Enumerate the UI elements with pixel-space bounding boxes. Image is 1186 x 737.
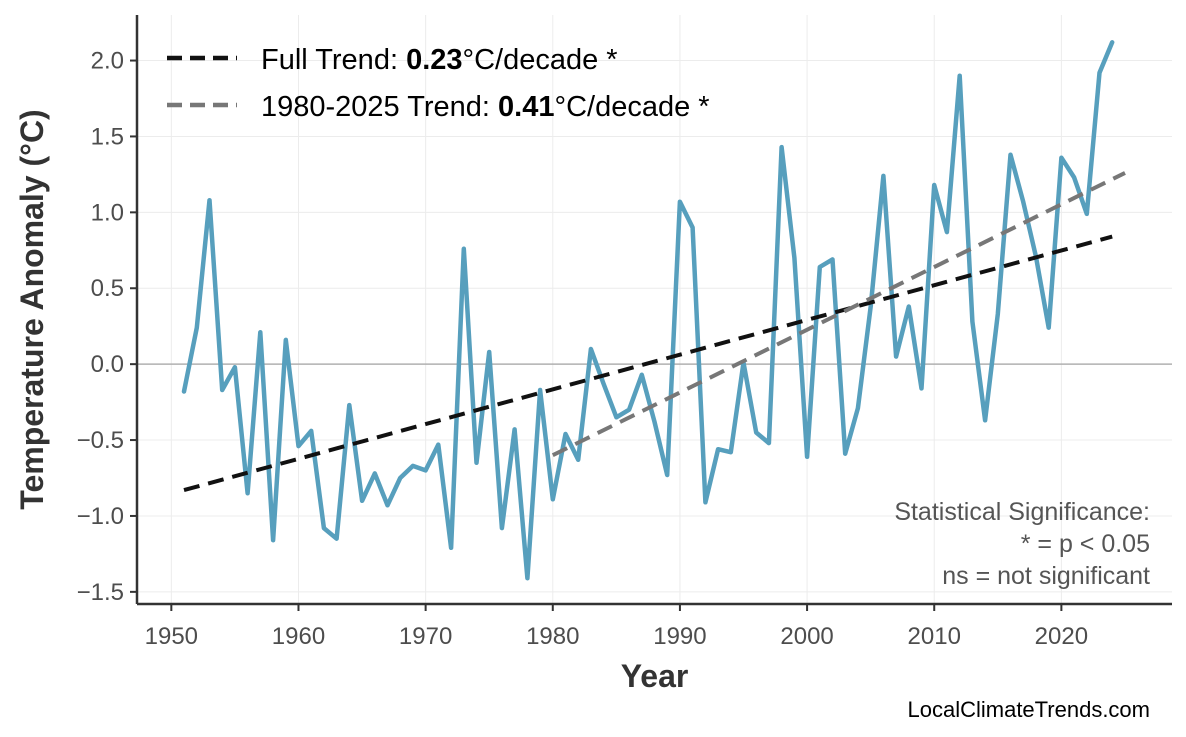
legend-label-prefix: Full Trend: (261, 44, 406, 76)
legend-label-prefix: 1980-2025 Trend: (261, 91, 498, 123)
x-tick-label: 1980 (526, 623, 579, 650)
x-tick-label: 2010 (908, 623, 961, 650)
y-tick-label: −1.5 (77, 579, 124, 606)
x-tick-label: 2020 (1035, 623, 1088, 650)
significance-note: Statistical Significance: * = p < 0.05 ns … (894, 498, 1150, 590)
y-tick-label: −0.5 (77, 427, 124, 454)
y-axis-title: Temperature Anomaly (°C) (14, 109, 50, 509)
x-tick-label: 2000 (780, 623, 833, 650)
y-tick-label: 1.0 (91, 199, 124, 226)
significance-note-line: * = p < 0.05 (1021, 530, 1150, 558)
source-credit: LocalClimateTrends.com (908, 697, 1151, 722)
y-tick-label: 0.0 (91, 351, 124, 378)
x-tick-label: 1970 (399, 623, 452, 650)
x-tick-label: 1960 (272, 623, 325, 650)
x-tick-label: 1990 (653, 623, 706, 650)
legend: Full Trend: 0.23°C/decade *1980-2025 Tre… (167, 44, 710, 123)
x-axis-title: Year (621, 658, 689, 694)
y-tick-label: 2.0 (91, 48, 124, 75)
full-trend-line (183, 234, 1113, 493)
significance-note-line: ns = not significant (942, 562, 1150, 590)
legend-label-full-trend: Full Trend: 0.23°C/decade * (261, 44, 618, 76)
legend-label-suffix: °C/decade * (554, 91, 709, 123)
significance-note-line: Statistical Significance: (894, 498, 1150, 526)
legend-label-suffix: °C/decade * (463, 44, 618, 76)
y-tick-label: −1.0 (77, 503, 124, 530)
legend-label-value: 0.23 (406, 44, 462, 76)
legend-label-recent-trend: 1980-2025 Trend: 0.41°C/decade * (261, 91, 710, 123)
y-tick-label: 1.5 (91, 123, 124, 150)
legend-label-value: 0.41 (498, 91, 554, 123)
recent-trend-line (551, 171, 1126, 457)
anomaly-series-line (181, 40, 1115, 581)
x-tick-label: 1950 (145, 623, 198, 650)
y-tick-label: 0.5 (91, 275, 124, 302)
